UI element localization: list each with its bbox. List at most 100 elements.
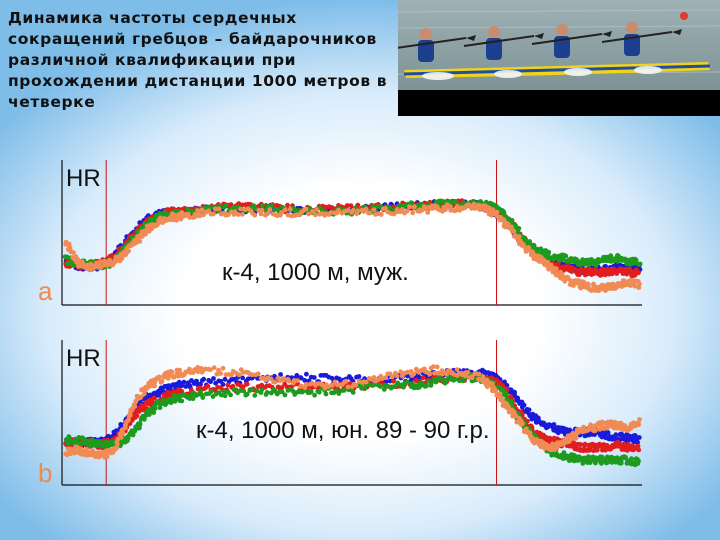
data-point [66,241,72,247]
data-point [211,211,216,217]
data-point [308,389,314,395]
chart-svg: HR к-4, 1000 м, юн. 89 - 90 г.р. b [38,340,642,488]
data-point [410,210,416,216]
panel-label: a [38,276,53,306]
data-point [286,378,292,384]
data-point [328,210,334,215]
data-point [137,239,143,244]
data-point [181,379,187,385]
data-point [208,389,214,394]
data-point [636,270,641,276]
data-point [561,450,567,455]
data-point [637,417,642,422]
data-point [363,206,369,212]
data-point [427,371,433,377]
data-point [336,391,342,396]
data-point [589,288,594,293]
data-point [363,379,369,385]
data-point [312,212,318,218]
data-point [394,373,400,379]
data-point [383,375,389,381]
data-point [213,206,218,212]
data-point [343,378,349,384]
data-point [323,391,329,397]
data-point [398,369,404,375]
data-point [240,375,246,381]
data-point [521,402,527,408]
data-point [632,283,638,289]
data-point [576,272,582,278]
data-point [494,209,500,215]
data-point [613,432,619,438]
data-point [235,212,241,217]
chart-svg: HR к-4, 1000 м, муж. a [38,160,643,306]
data-point [501,217,507,223]
kayak-four-rowers-photo [398,0,720,116]
slide-title: Динамика частоты сердечных сокращений гр… [8,9,388,111]
data-point [134,413,140,419]
data-point [378,384,383,389]
data-point [201,376,207,382]
data-point [367,210,373,216]
data-point [226,212,231,218]
data-point [566,438,572,444]
data-point [278,372,283,377]
data-point [236,372,242,378]
data-point [152,406,158,411]
data-point [127,412,133,418]
data-point [197,211,203,217]
data-point [157,405,163,411]
data-point [138,395,144,400]
data-point [259,207,265,213]
data-point [282,392,288,398]
data-point [104,454,110,460]
data-point [294,373,300,378]
data-point [179,398,185,404]
data-point [545,251,551,257]
data-point [240,384,246,390]
data-point [371,207,377,213]
data-point [355,208,361,214]
data-point [126,248,131,254]
series-3 [63,364,642,460]
data-point [526,245,532,251]
data-point [626,441,631,447]
data-point [179,210,185,215]
data-point [218,371,223,376]
data-point [412,204,417,210]
data-point [580,461,586,466]
data-point [220,365,226,371]
data-point [106,433,111,439]
data-point [548,262,554,268]
data-point [551,422,557,427]
data-point [195,369,201,375]
data-point [509,218,515,223]
data-point [325,384,331,389]
data-point [216,206,222,212]
data-point [605,430,611,435]
chart-annotation: к-4, 1000 м, муж. [222,259,409,286]
data-point [72,450,77,456]
data-point [152,383,157,389]
data-point [244,391,250,397]
data-point [152,395,157,401]
data-point [381,387,387,392]
data-point [137,420,143,426]
data-point [221,389,227,394]
data-point [198,381,203,387]
data-point [68,451,74,457]
data-point [195,365,201,370]
data-point [199,207,205,213]
data-point [66,261,72,266]
data-point [222,393,228,399]
data-point [306,211,311,217]
data-point [508,399,514,405]
data-point [200,395,206,400]
data-point [420,375,426,381]
data-point [298,375,304,381]
data-point [344,203,350,208]
y-axis-label: HR [66,165,101,192]
data-point [425,210,431,215]
data-point [264,390,270,395]
data-point [208,379,214,385]
